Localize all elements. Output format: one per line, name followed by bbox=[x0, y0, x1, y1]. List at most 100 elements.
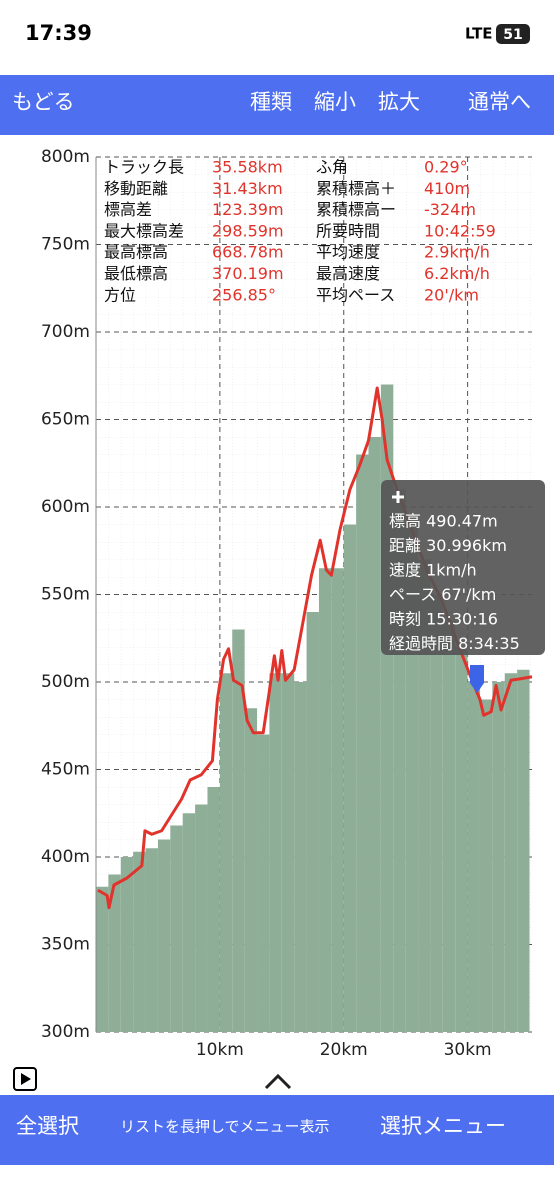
stat-label: 平均速度 bbox=[316, 243, 380, 262]
stat-value: 10:42:59 bbox=[424, 221, 496, 240]
y-tick-label: 700m bbox=[41, 322, 90, 342]
play-icon bbox=[21, 1073, 31, 1085]
elevation-bar bbox=[294, 682, 307, 1032]
stat-value: 410m bbox=[424, 179, 470, 198]
tooltip-row: 速度 1km/h bbox=[389, 561, 477, 580]
cursor-marker bbox=[470, 665, 484, 693]
stat-value: 256.85° bbox=[212, 285, 276, 304]
elevation-bar bbox=[343, 524, 357, 1032]
elevation-bar bbox=[232, 629, 245, 1032]
x-tick-label: 30km bbox=[444, 1040, 492, 1060]
stat-label: 累積標高ー bbox=[316, 200, 396, 219]
stat-label: 標高差 bbox=[104, 200, 152, 219]
elevation-bar bbox=[356, 454, 369, 1032]
elevation-bar bbox=[257, 734, 270, 1032]
stat-label: 最大標高差 bbox=[104, 221, 184, 240]
y-tick-label: 350m bbox=[41, 935, 90, 955]
tooltip-row: ペース 67'/km bbox=[389, 585, 496, 604]
elevation-bar bbox=[108, 874, 121, 1032]
elevation-bar bbox=[195, 804, 208, 1032]
elevation-bar bbox=[318, 568, 332, 1032]
elevation-bar bbox=[145, 848, 158, 1032]
elevation-bar bbox=[96, 886, 109, 1032]
elevation-bar bbox=[418, 559, 431, 1032]
stat-value: 123.39m bbox=[212, 200, 284, 219]
stat-value: 370.19m bbox=[212, 264, 284, 283]
elevation-bar bbox=[306, 612, 319, 1032]
select-all[interactable]: 全選択 bbox=[16, 1114, 79, 1138]
elevation-bar bbox=[170, 825, 183, 1032]
elevation-bar bbox=[219, 673, 233, 1032]
elevation-bar bbox=[120, 857, 134, 1032]
y-tick-label: 550m bbox=[41, 585, 90, 605]
tooltip-row: 距離 30.996km bbox=[389, 536, 507, 555]
stat-value: 668.78m bbox=[212, 243, 284, 262]
elevation-bar bbox=[492, 682, 505, 1032]
stat-value: 298.59m bbox=[212, 221, 284, 240]
stat-label: ふ角 bbox=[316, 158, 348, 177]
hint: リストを長押しでメニュー表示 bbox=[120, 1118, 330, 1136]
y-tick-label: 300m bbox=[41, 1022, 90, 1042]
tooltip-pin bbox=[392, 491, 404, 503]
elevation-bar bbox=[517, 669, 530, 1032]
stat-label: トラック長 bbox=[104, 158, 184, 177]
status-battery: 51 bbox=[503, 27, 522, 43]
elevation-bar bbox=[455, 647, 468, 1032]
elevation-bar bbox=[269, 673, 282, 1032]
nav-zoom-in[interactable]: 拡大 bbox=[378, 90, 420, 114]
status-time: 17:39 bbox=[25, 21, 92, 45]
y-tick-label: 450m bbox=[41, 760, 90, 780]
stat-value: 2.9km/h bbox=[424, 243, 490, 262]
status-network: LTE bbox=[465, 25, 493, 43]
y-tick-label: 500m bbox=[41, 672, 90, 692]
nav-back[interactable]: もどる bbox=[12, 90, 75, 114]
tooltip-row: 標高 490.47m bbox=[389, 512, 498, 531]
stat-value: 20'/km bbox=[424, 285, 479, 304]
stat-label: 移動距離 bbox=[104, 179, 168, 198]
elevation-bar bbox=[504, 673, 518, 1032]
elevation-bar bbox=[331, 568, 344, 1032]
stat-value: -324m bbox=[424, 200, 476, 219]
nav-zoom-out[interactable]: 縮小 bbox=[314, 90, 356, 114]
elevation-bar bbox=[207, 787, 220, 1032]
nav-mode[interactable]: 通常へ bbox=[468, 90, 531, 114]
y-tick-label: 800m bbox=[41, 147, 90, 167]
stat-label: 所要時間 bbox=[316, 221, 380, 240]
select-menu[interactable]: 選択メニュー bbox=[380, 1114, 506, 1138]
elevation-bar bbox=[479, 699, 493, 1032]
nav-kind[interactable]: 種類 bbox=[250, 90, 292, 114]
stat-value: 31.43km bbox=[212, 179, 283, 198]
bottom-bar bbox=[0, 1095, 554, 1165]
elevation-bar bbox=[368, 437, 381, 1032]
stat-label: 平均ペース bbox=[316, 285, 395, 304]
tooltip bbox=[381, 480, 545, 655]
elevation-bar bbox=[442, 620, 456, 1032]
stat-label: 最高速度 bbox=[316, 264, 380, 283]
elevation-bar bbox=[133, 851, 146, 1032]
elevation-bar bbox=[157, 839, 171, 1032]
elevation-bar bbox=[244, 708, 258, 1032]
y-tick-label: 650m bbox=[41, 410, 90, 430]
y-tick-label: 600m bbox=[41, 497, 90, 517]
y-tick-label: 750m bbox=[41, 235, 90, 255]
stat-label: 累積標高＋ bbox=[316, 179, 396, 198]
battery bbox=[496, 24, 530, 44]
stat-value: 0.29° bbox=[424, 158, 468, 177]
tooltip-row: 経過時間 8:34:35 bbox=[389, 634, 520, 653]
x-tick-label: 10km bbox=[196, 1040, 244, 1060]
nav-bar bbox=[0, 75, 554, 135]
tooltip-row: 時刻 15:30:16 bbox=[389, 610, 498, 629]
expand-chevron[interactable] bbox=[264, 1073, 292, 1090]
stat-value: 35.58km bbox=[212, 158, 283, 177]
elevation-bar bbox=[430, 594, 443, 1032]
y-tick-label: 400m bbox=[41, 847, 90, 867]
stat-value: 6.2km/h bbox=[424, 264, 490, 283]
stat-label: 最高標高 bbox=[104, 243, 168, 262]
elevation-bar bbox=[281, 673, 295, 1032]
stat-label: 最低標高 bbox=[104, 264, 168, 283]
elevation-bar bbox=[182, 813, 196, 1032]
elevation-bar bbox=[467, 682, 480, 1032]
stat-label: 方位 bbox=[104, 285, 136, 304]
